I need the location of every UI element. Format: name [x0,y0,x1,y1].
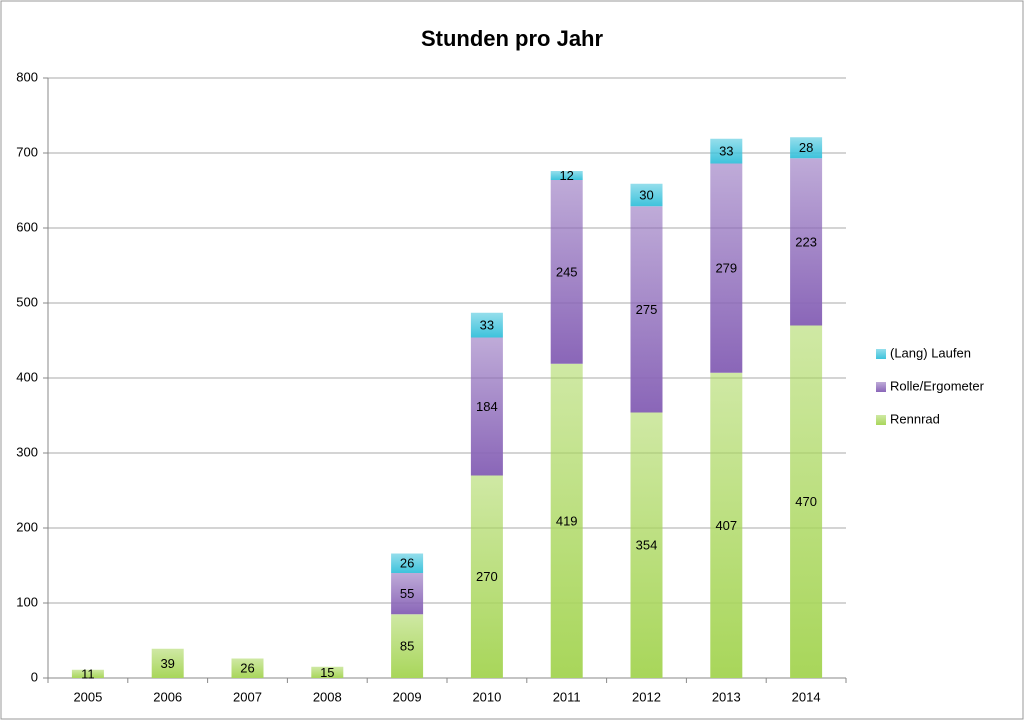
legend-swatch [876,382,886,392]
bar-segment [231,658,264,678]
data-label: 28 [799,140,813,155]
data-label: 279 [715,261,737,276]
x-tick-label: 2012 [632,689,661,704]
bar-segment [470,475,503,678]
bar-segment [630,183,663,207]
data-label: 12 [559,168,573,183]
y-tick-label: 300 [16,444,38,459]
x-tick-label: 2007 [233,689,262,704]
y-tick-label: 800 [16,69,38,84]
y-tick-label: 400 [16,369,38,384]
data-label: 184 [476,399,498,414]
bar-segment [790,137,823,159]
data-label: 245 [556,264,578,279]
x-tick-label: 2005 [73,689,102,704]
y-tick-label: 700 [16,144,38,159]
legend-swatch [876,415,886,425]
y-tick-label: 600 [16,219,38,234]
x-tick-label: 2011 [553,689,581,704]
x-tick-label: 2009 [393,689,422,704]
bar-segment [550,363,583,678]
bar-segment [311,666,344,678]
bar-segment [550,171,583,180]
legend-label: Rennrad [890,411,940,426]
bar-segment [790,158,823,326]
bar-segment [790,325,823,678]
bar-segment [391,573,424,615]
data-label: 15 [320,665,334,680]
x-tick-label: 2010 [472,689,501,704]
y-tick-label: 100 [16,594,38,609]
x-tick-label: 2006 [153,689,182,704]
y-tick-label: 0 [31,669,38,684]
data-label: 223 [795,234,817,249]
legend-label: (Lang) Laufen [890,345,971,360]
bar-segment [391,553,424,573]
bar-segment [630,412,663,678]
bar-segment [710,372,743,678]
bar-segment [710,163,743,373]
data-label: 55 [400,586,414,601]
x-tick-label: 2008 [313,689,342,704]
data-label: 270 [476,569,498,584]
y-tick-label: 500 [16,294,38,309]
bar-segment [550,180,583,364]
bar-segment [151,648,184,678]
y-tick-label: 200 [16,519,38,534]
legend-label: Rolle/Ergometer [890,378,985,393]
bar-segment [391,614,424,678]
bar-segment [470,312,503,338]
data-label: 33 [719,144,733,159]
data-label: 85 [400,639,414,654]
data-label: 354 [636,538,658,553]
legend-swatch [876,349,886,359]
bar-segment [71,669,104,678]
data-label: 11 [81,666,95,681]
data-label: 275 [636,302,658,317]
data-label: 470 [795,494,817,509]
data-label: 39 [160,656,174,671]
bar-segment [710,138,743,164]
data-label: 33 [480,318,494,333]
x-tick-label: 2014 [792,689,821,704]
data-label: 26 [240,661,254,676]
data-label: 407 [715,518,737,533]
chart-title: Stunden pro Jahr [421,26,604,51]
data-label: 30 [639,187,653,202]
bar-segment [470,337,503,476]
data-label: 26 [400,556,414,571]
bar-segment [630,206,663,413]
data-label: 419 [556,513,578,528]
x-tick-label: 2013 [712,689,741,704]
